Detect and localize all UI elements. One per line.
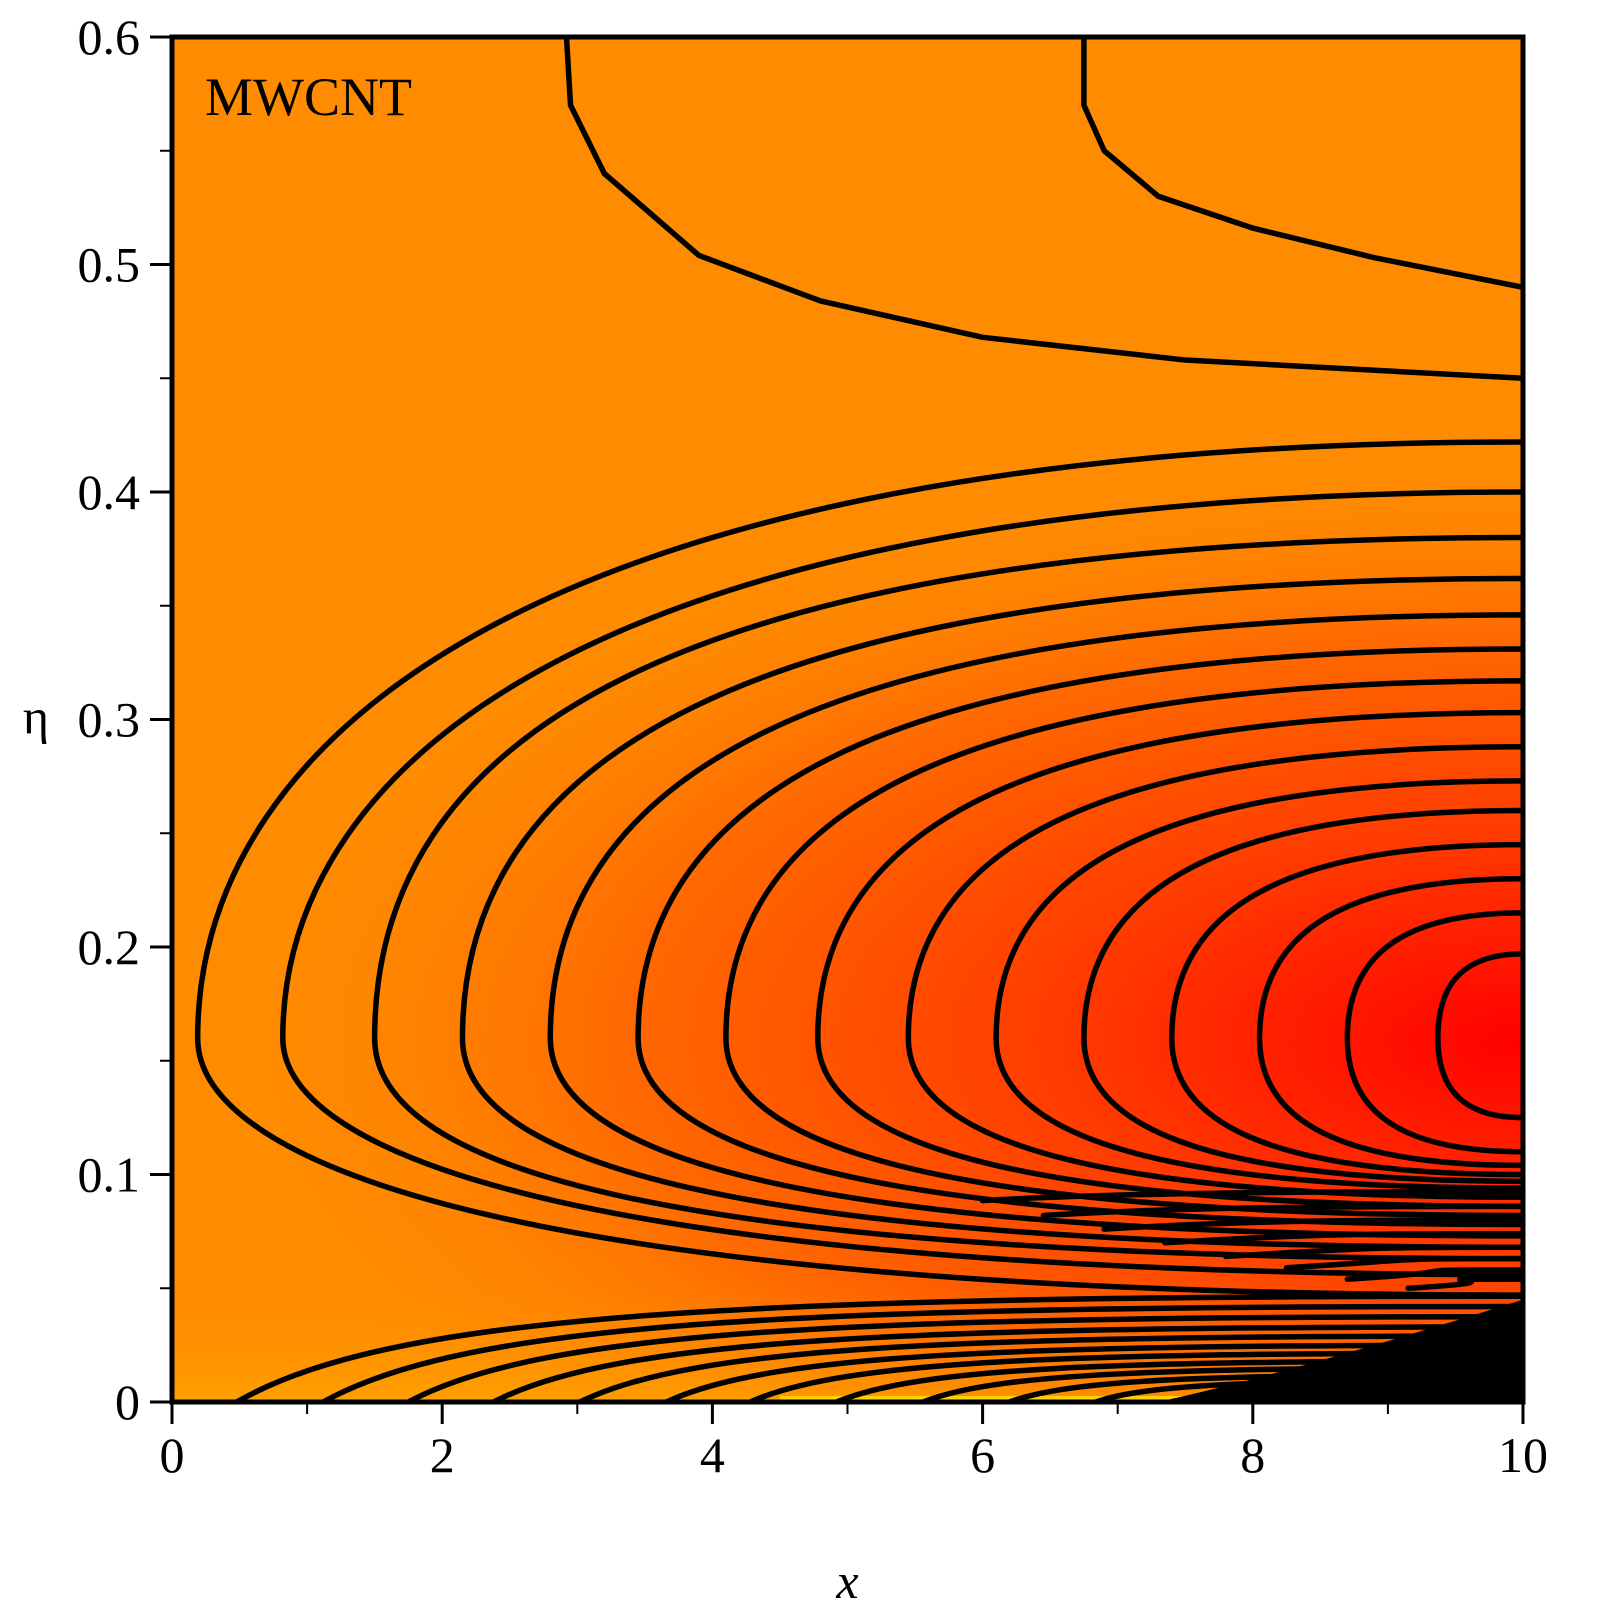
contour-top-open-1 — [563, 37, 1523, 381]
contour-top-open-2 — [1081, 37, 1523, 290]
y-tick-label: 0.3 — [78, 692, 141, 748]
x-axis-label: x — [835, 1553, 858, 1609]
dense-contour-6 — [1283, 1255, 1523, 1271]
x-tick-label: 8 — [1240, 1427, 1265, 1483]
contour-level-2 — [280, 489, 1523, 1278]
x-tick-label: 0 — [160, 1427, 185, 1483]
wall-contour-2 — [320, 1303, 1523, 1402]
dense-contour-2 — [1040, 1203, 1523, 1219]
contour-level-13 — [1256, 876, 1523, 1169]
fill-top — [172, 37, 1523, 515]
x-tick-label: 6 — [970, 1427, 995, 1483]
dense-contour-5 — [1223, 1244, 1523, 1260]
contour-level-8 — [815, 709, 1523, 1210]
x-tick-label: 4 — [700, 1427, 725, 1483]
contour-level-1 — [194, 439, 1523, 1298]
wall-contour-4 — [490, 1324, 1523, 1402]
y-tick-label: 0.2 — [78, 919, 141, 975]
contour-lines — [194, 37, 1523, 1402]
y-axis-label: η — [23, 689, 49, 745]
x-axis: 0 2 4 6 8 10 — [160, 1402, 1548, 1483]
contour-level-9 — [905, 744, 1523, 1200]
y-tick-label: 0 — [115, 1374, 140, 1430]
wall-contour-3 — [405, 1313, 1523, 1402]
contour-level-7 — [723, 678, 1523, 1219]
dense-contour-3 — [1101, 1217, 1523, 1232]
annotation-label: MWCNT — [205, 67, 412, 127]
x-tick-label: 2 — [430, 1427, 455, 1483]
contour-level-4 — [459, 575, 1523, 1251]
dense-contour-8 — [1405, 1276, 1523, 1291]
y-tick-label: 0.5 — [78, 237, 141, 293]
x-tick-label: 10 — [1498, 1427, 1548, 1483]
wall-contour-7 — [747, 1350, 1523, 1402]
contour-level-3 — [371, 534, 1523, 1262]
wall-contour-1 — [234, 1293, 1523, 1402]
contour-level-11 — [1081, 807, 1523, 1185]
contour-level-5 — [547, 612, 1523, 1239]
contour-level-12 — [1168, 841, 1523, 1178]
wall-contour-6 — [663, 1342, 1523, 1402]
dense-contour-region — [1158, 1299, 1523, 1402]
y-axis: 0 0.1 0.2 0.3 0.4 0.5 0.6 — [78, 9, 172, 1430]
contour-level-15 — [1435, 951, 1523, 1121]
y-tick-label: 0.4 — [78, 464, 141, 520]
contour-level-14 — [1344, 910, 1523, 1155]
y-tick-label: 0.1 — [78, 1147, 141, 1203]
y-tick-label: 0.6 — [78, 9, 141, 65]
dense-contour-4 — [1162, 1230, 1523, 1246]
contour-level-10 — [993, 778, 1523, 1191]
wall-contour-5 — [577, 1333, 1523, 1402]
dense-contour-1 — [979, 1188, 1523, 1204]
dense-contour-7 — [1344, 1267, 1523, 1282]
fill-wall-strip — [779, 1396, 1523, 1402]
